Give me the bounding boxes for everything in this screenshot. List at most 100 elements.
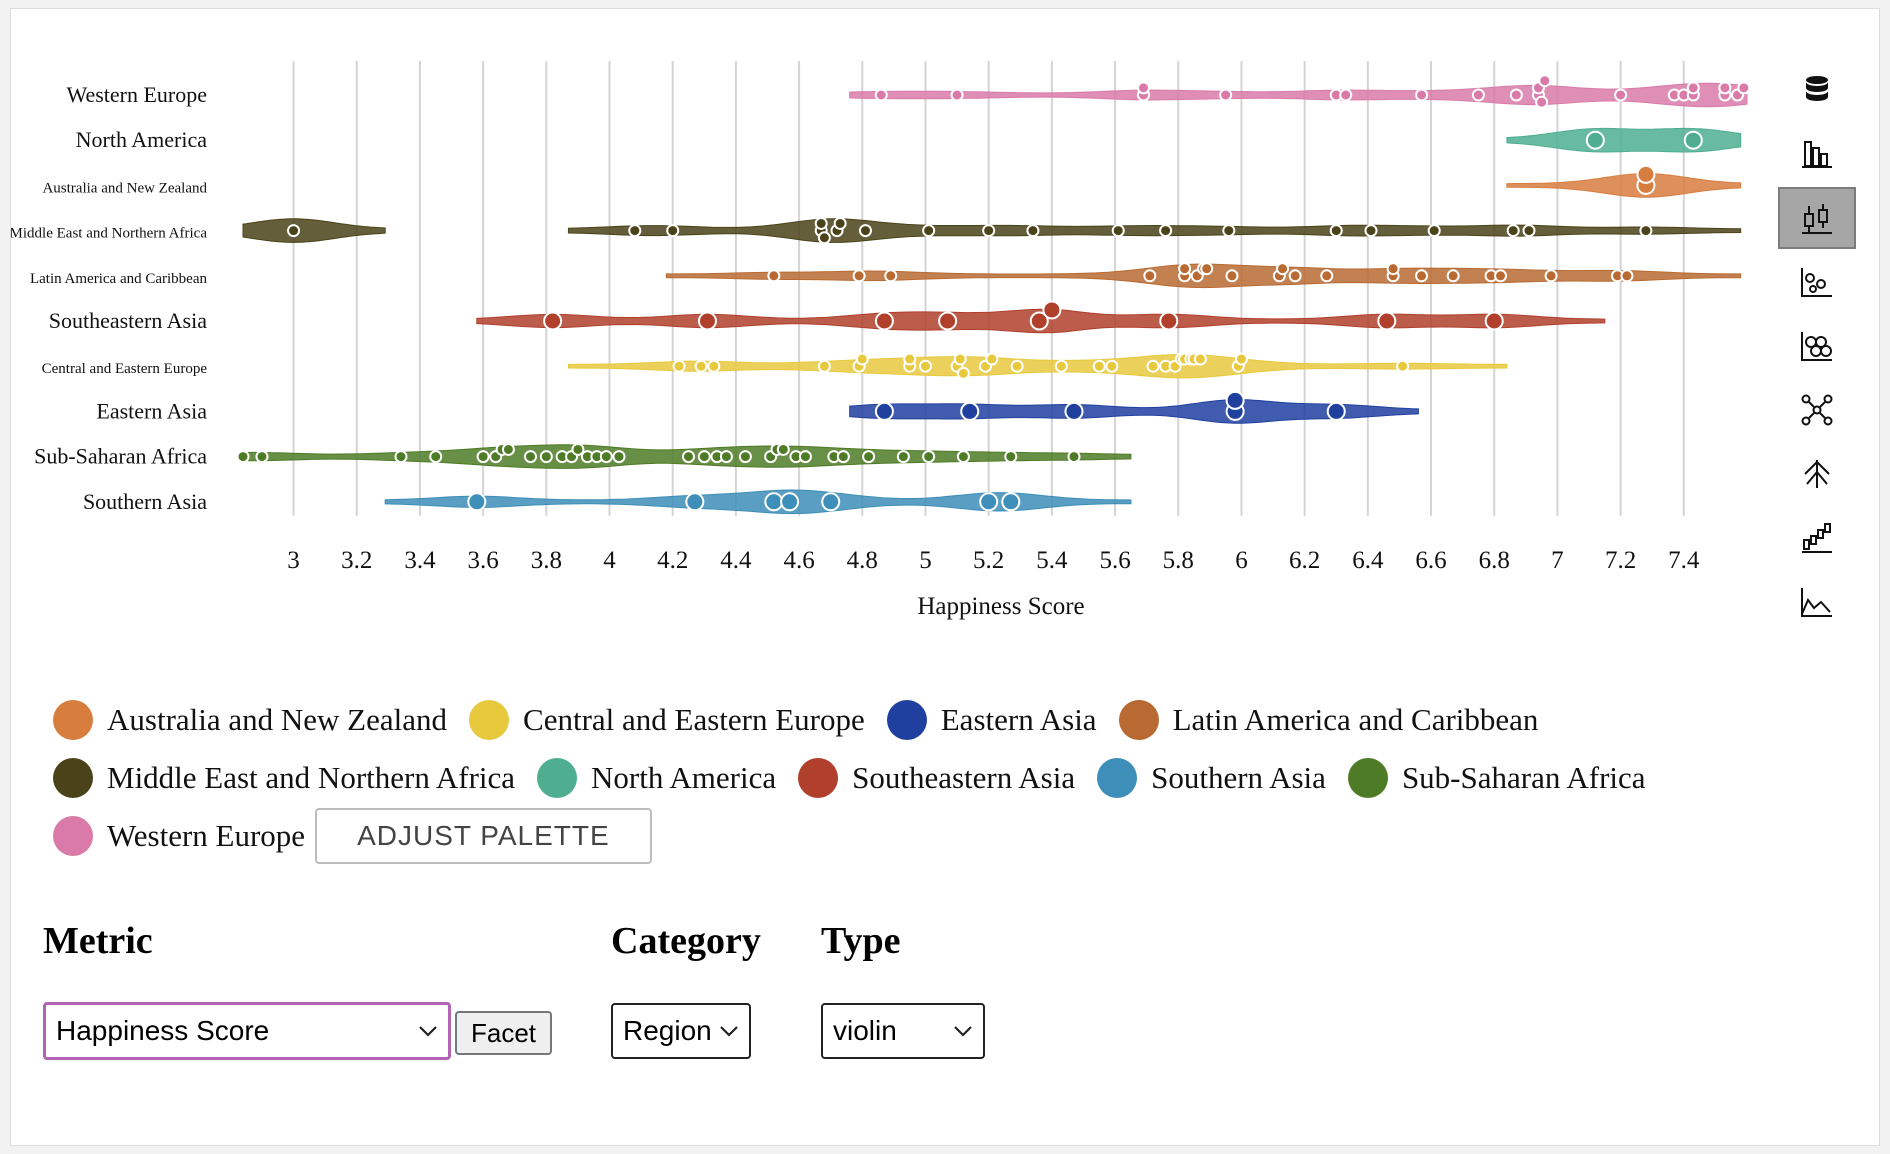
data-point <box>1067 450 1081 464</box>
adjust-palette-button[interactable]: ADJUST PALETTE <box>315 808 652 864</box>
legend-swatch <box>1118 700 1159 740</box>
category-label: North America <box>76 127 208 152</box>
legend-swatch <box>537 758 578 798</box>
data-point <box>539 450 553 464</box>
data-point <box>1219 88 1233 102</box>
data-point <box>798 450 812 464</box>
category-label: Western Europe <box>66 82 207 107</box>
data-point <box>1225 269 1239 283</box>
data-point <box>985 352 999 366</box>
data-point <box>960 401 980 421</box>
violin-shape <box>384 489 1132 515</box>
facet-button[interactable]: Facet <box>455 1011 553 1055</box>
legend-label: North America <box>591 760 777 795</box>
data-point <box>666 224 680 238</box>
data-point <box>956 450 970 464</box>
data-point <box>236 450 250 464</box>
waterfall-tool-button[interactable] <box>1778 507 1856 569</box>
legend-item[interactable]: Sub-Saharan Africa <box>1347 749 1646 807</box>
category-heading: Category <box>611 920 761 962</box>
data-point <box>1686 81 1700 95</box>
bar-chart-icon <box>1802 141 1832 168</box>
data-point <box>1234 352 1248 366</box>
x-tick-label: 7.4 <box>1668 547 1700 574</box>
data-point <box>543 311 563 331</box>
database-tool-button[interactable] <box>1778 59 1856 121</box>
data-point <box>1427 224 1441 238</box>
area-chart-icon <box>1801 588 1832 617</box>
data-point <box>1396 359 1410 373</box>
legend-item[interactable]: Australia and New Zealand <box>53 691 447 749</box>
legend-label: Middle East and Northern Africa <box>107 760 516 795</box>
data-point <box>1538 74 1552 88</box>
data-point <box>1484 311 1504 331</box>
legend-item[interactable]: Southern Asia <box>1097 749 1326 807</box>
data-point <box>476 450 490 464</box>
data-point <box>628 224 642 238</box>
data-point <box>1137 81 1151 95</box>
hexbin-tool-button[interactable] <box>1778 315 1856 377</box>
data-point <box>1718 81 1732 95</box>
scatter-plot-tool-button[interactable] <box>1778 251 1856 313</box>
data-point <box>429 450 443 464</box>
x-tick-label: 4.4 <box>720 547 752 574</box>
data-point <box>1092 359 1106 373</box>
bar-chart-tool-button[interactable] <box>1778 123 1856 185</box>
data-point <box>1276 262 1290 276</box>
legend-item[interactable]: Central and Eastern Europe <box>469 691 865 749</box>
legend-swatch <box>798 758 839 798</box>
x-tick-label: 6.8 <box>1479 547 1510 574</box>
data-point <box>874 401 894 421</box>
data-point <box>501 442 515 456</box>
x-tick-label: 4.6 <box>783 547 814 574</box>
data-point <box>738 450 752 464</box>
type-select[interactable]: violin <box>821 1003 985 1059</box>
legend-item[interactable]: Southeastern Asia <box>798 749 1075 807</box>
legend-swatch <box>53 758 93 798</box>
legend-swatch <box>1347 758 1388 798</box>
data-point <box>394 450 408 464</box>
legend-item[interactable]: Western Europe <box>53 807 305 865</box>
data-point <box>874 311 894 331</box>
category-select[interactable]: Region <box>611 1003 751 1059</box>
violin-shape <box>242 218 386 243</box>
category-label: Sub-Saharan Africa <box>34 444 207 469</box>
category-label: Middle East and Northern Africa <box>11 226 207 242</box>
x-tick-label: 5 <box>919 547 932 574</box>
data-point <box>287 224 301 238</box>
legend-label: Southeastern Asia <box>852 760 1076 795</box>
legend-item[interactable]: North America <box>537 749 776 807</box>
data-point <box>612 450 626 464</box>
legend-swatch <box>886 700 927 740</box>
legend-item[interactable]: Eastern Asia <box>886 691 1097 749</box>
category-label: Eastern Asia <box>96 398 207 423</box>
x-tick-label: 6 <box>1235 547 1248 574</box>
data-point <box>858 224 872 238</box>
data-point <box>1377 311 1397 331</box>
violin-shape <box>849 82 1748 108</box>
data-point <box>1105 359 1119 373</box>
data-point <box>776 442 790 456</box>
legend-item[interactable]: Latin America and Caribbean <box>1118 691 1538 749</box>
data-point <box>1146 359 1160 373</box>
data-point <box>1639 224 1653 238</box>
data-point <box>571 442 585 456</box>
x-tick-label: 4.2 <box>657 547 688 574</box>
network-tool-button[interactable] <box>1778 379 1856 441</box>
violin-shape <box>567 353 1508 379</box>
data-point <box>979 492 999 512</box>
category-label: Southeastern Asia <box>49 308 207 333</box>
data-point <box>1200 262 1214 276</box>
data-point <box>599 450 613 464</box>
legend-swatch <box>53 816 93 856</box>
category-label: Latin America and Caribbean <box>30 271 208 287</box>
area-chart-tool-button[interactable] <box>1778 571 1856 633</box>
tree-tool-button[interactable] <box>1778 443 1856 505</box>
data-point <box>1509 88 1523 102</box>
data-point <box>1329 224 1343 238</box>
x-tick-label: 3.8 <box>531 547 562 574</box>
legend-item[interactable]: Middle East and Northern Africa <box>53 749 515 807</box>
box-plot-tool-button[interactable] <box>1778 187 1856 249</box>
metric-select[interactable]: Happiness Score <box>43 1002 451 1060</box>
data-point <box>697 311 717 331</box>
